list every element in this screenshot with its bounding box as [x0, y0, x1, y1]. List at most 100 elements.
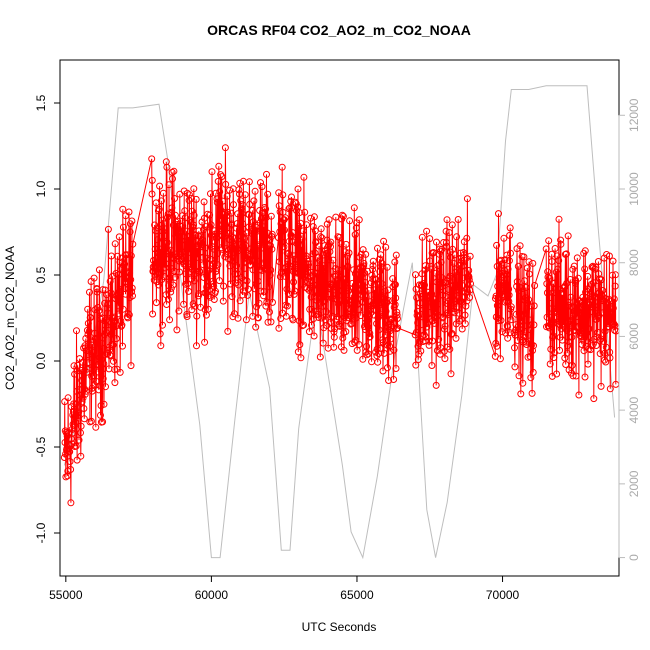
data-point	[280, 243, 288, 251]
data-point	[115, 233, 123, 241]
data-point	[453, 233, 461, 241]
data-point	[255, 257, 263, 265]
data-point	[190, 211, 198, 219]
data-point	[157, 197, 165, 205]
data-point	[267, 266, 275, 274]
data-point	[300, 173, 308, 181]
data-point	[260, 292, 267, 300]
data-point	[516, 242, 524, 250]
data-point	[235, 186, 243, 194]
data-point	[199, 261, 207, 269]
data-point	[184, 243, 192, 251]
data-point	[581, 373, 589, 381]
data-point	[575, 391, 583, 399]
data-point	[520, 310, 527, 318]
data-point	[373, 352, 381, 360]
data-point	[126, 269, 134, 277]
y-axis-label: CO2_AO2_m_CO2_NOAA	[3, 246, 17, 390]
data-point	[549, 332, 557, 340]
data-point	[231, 270, 239, 278]
data-point	[238, 201, 246, 209]
data-point	[216, 205, 224, 213]
data-point	[203, 254, 211, 262]
data-point	[124, 268, 132, 276]
data-point	[566, 327, 574, 335]
data-point	[294, 348, 302, 356]
data-point	[518, 285, 526, 293]
data-point	[543, 313, 551, 321]
data-point	[369, 262, 377, 270]
data-point	[319, 251, 327, 259]
data-point	[520, 332, 528, 340]
data-point	[319, 339, 327, 347]
data-point	[206, 211, 214, 219]
data-point	[467, 280, 474, 288]
data-point	[119, 305, 127, 313]
data-point	[451, 282, 459, 290]
data-point	[523, 322, 531, 330]
data-point	[288, 238, 296, 246]
data-point	[237, 205, 245, 213]
data-point	[441, 322, 449, 330]
data-point	[114, 302, 122, 310]
data-point	[98, 314, 106, 322]
data-point	[89, 349, 97, 357]
data-point	[512, 321, 520, 329]
data-point	[238, 210, 246, 218]
data-point	[149, 310, 157, 318]
data-point	[98, 356, 106, 364]
data-point	[230, 310, 238, 318]
data-point	[346, 217, 354, 225]
data-point	[239, 291, 246, 299]
data-point	[547, 345, 555, 353]
data-point	[109, 357, 117, 365]
data-point	[497, 256, 505, 264]
data-point	[423, 227, 431, 235]
data-point	[556, 346, 564, 354]
data-point	[465, 267, 473, 274]
data-point	[111, 366, 119, 373]
data-point	[382, 307, 390, 315]
x-axis: 55000 60000 65000 70000	[49, 575, 520, 602]
data-point	[547, 320, 554, 328]
data-point	[78, 377, 86, 385]
data-point	[444, 343, 452, 351]
data-point	[125, 311, 133, 319]
data-point	[148, 176, 156, 184]
data-point	[594, 328, 602, 336]
data-point	[492, 292, 500, 300]
data-point	[453, 303, 461, 311]
data-point	[437, 247, 444, 255]
data-point	[241, 191, 249, 199]
data-point	[88, 384, 96, 392]
data-point	[90, 372, 98, 380]
data-point	[565, 320, 573, 328]
data-point	[278, 163, 286, 171]
data-point	[454, 216, 462, 223]
data-point	[246, 200, 254, 208]
data-point	[450, 295, 457, 303]
data-point	[160, 232, 168, 240]
data-point	[95, 386, 103, 394]
data-point	[354, 265, 362, 273]
y-tick-label: -0.5	[34, 436, 48, 457]
data-point	[279, 191, 287, 199]
data-point	[525, 296, 533, 304]
data-point	[154, 236, 162, 244]
data-point	[569, 265, 577, 273]
data-point	[77, 452, 85, 460]
data-point	[157, 342, 165, 350]
data-point	[275, 189, 283, 197]
data-point	[442, 239, 450, 246]
data-point	[311, 227, 319, 235]
data-point	[584, 272, 592, 280]
data-point	[412, 328, 420, 336]
data-point	[505, 291, 513, 299]
data-point	[550, 354, 558, 362]
data-point	[122, 290, 129, 298]
data-point	[111, 240, 119, 248]
data-point	[496, 355, 504, 363]
data-point	[286, 204, 294, 212]
data-point	[418, 233, 426, 241]
data-point	[170, 255, 178, 262]
